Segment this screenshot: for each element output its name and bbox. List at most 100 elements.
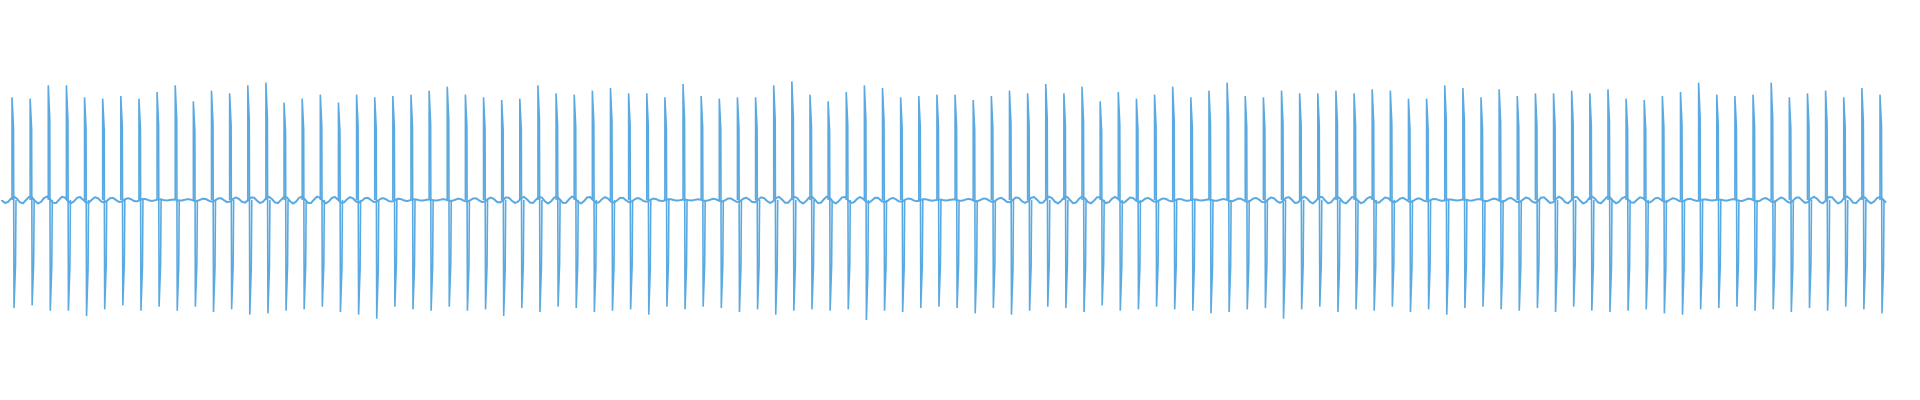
spike <box>428 90 434 311</box>
spike <box>1063 93 1069 309</box>
spike <box>138 98 144 311</box>
spike <box>1824 90 1831 311</box>
spike <box>1679 91 1686 315</box>
spike <box>65 85 72 311</box>
spike <box>265 82 271 314</box>
spike <box>791 81 797 311</box>
spike <box>1226 82 1232 313</box>
spike <box>1697 82 1704 310</box>
spike <box>101 98 108 310</box>
spike <box>11 97 17 309</box>
spike <box>1516 95 1523 311</box>
spike <box>827 101 833 311</box>
spike <box>156 91 162 307</box>
spike <box>1171 86 1178 310</box>
spike <box>972 99 979 314</box>
spike <box>47 85 54 311</box>
spike <box>863 85 870 321</box>
spike <box>1752 94 1758 311</box>
spike <box>1770 82 1776 310</box>
spike <box>1316 93 1323 307</box>
spike <box>1480 97 1486 307</box>
spike <box>464 94 471 311</box>
spike <box>1244 95 1251 310</box>
spike <box>537 85 543 313</box>
spike <box>1190 97 1196 311</box>
spike <box>1117 91 1124 311</box>
spike <box>1026 93 1033 311</box>
spike <box>754 97 761 310</box>
spike <box>1589 93 1595 311</box>
spike <box>210 90 217 313</box>
spike <box>809 94 815 310</box>
spike <box>1534 93 1541 309</box>
spike <box>718 98 725 309</box>
spike <box>736 97 743 313</box>
noise-baseline <box>1 195 1887 205</box>
spike <box>1425 98 1432 310</box>
spike <box>519 98 525 309</box>
spike <box>283 102 289 311</box>
spike <box>246 85 253 315</box>
spike <box>1099 101 1105 306</box>
spike <box>192 101 199 307</box>
spike <box>664 97 670 307</box>
spike <box>482 97 489 310</box>
spike <box>1861 87 1867 310</box>
spike <box>1389 90 1396 307</box>
spike <box>1407 98 1414 313</box>
spike <box>1443 85 1450 315</box>
spike <box>627 93 634 310</box>
spike <box>1044 83 1051 307</box>
spike <box>228 93 235 310</box>
spike <box>990 95 997 309</box>
spike <box>355 94 362 315</box>
spike <box>174 85 181 311</box>
spike <box>555 93 561 307</box>
spike <box>609 87 616 311</box>
spike <box>373 97 380 319</box>
spike <box>301 98 307 310</box>
spike <box>1353 93 1359 310</box>
spike <box>1625 98 1631 311</box>
spike <box>1008 90 1015 315</box>
spike <box>772 85 779 315</box>
spike <box>1734 95 1740 307</box>
spike <box>645 93 652 315</box>
spike <box>410 94 416 310</box>
spike <box>1335 90 1341 313</box>
spike <box>954 94 960 309</box>
spike <box>1081 86 1087 313</box>
spike <box>591 90 598 313</box>
spike <box>446 86 453 307</box>
spike <box>1208 90 1214 314</box>
spike <box>1570 90 1577 307</box>
spike <box>1552 93 1559 313</box>
spike <box>83 97 90 317</box>
spike <box>1298 93 1305 310</box>
spike <box>917 95 924 309</box>
spike <box>1715 94 1722 309</box>
spike <box>700 95 706 307</box>
spike <box>936 94 942 307</box>
spike <box>881 87 888 311</box>
spike <box>1262 97 1269 309</box>
spike <box>500 99 507 317</box>
spike <box>1280 90 1287 319</box>
spike <box>1607 89 1613 313</box>
spike <box>1643 99 1650 310</box>
spike <box>845 91 852 310</box>
spike <box>1462 87 1468 309</box>
spike <box>337 102 344 313</box>
spike <box>573 94 580 309</box>
spike <box>1788 97 1795 313</box>
spike <box>682 83 688 310</box>
spike <box>1806 93 1813 309</box>
spike <box>1879 94 1885 314</box>
spike <box>319 94 326 307</box>
spike <box>29 98 35 306</box>
spike <box>1498 89 1504 310</box>
spike <box>1371 89 1377 311</box>
spike <box>899 97 906 313</box>
